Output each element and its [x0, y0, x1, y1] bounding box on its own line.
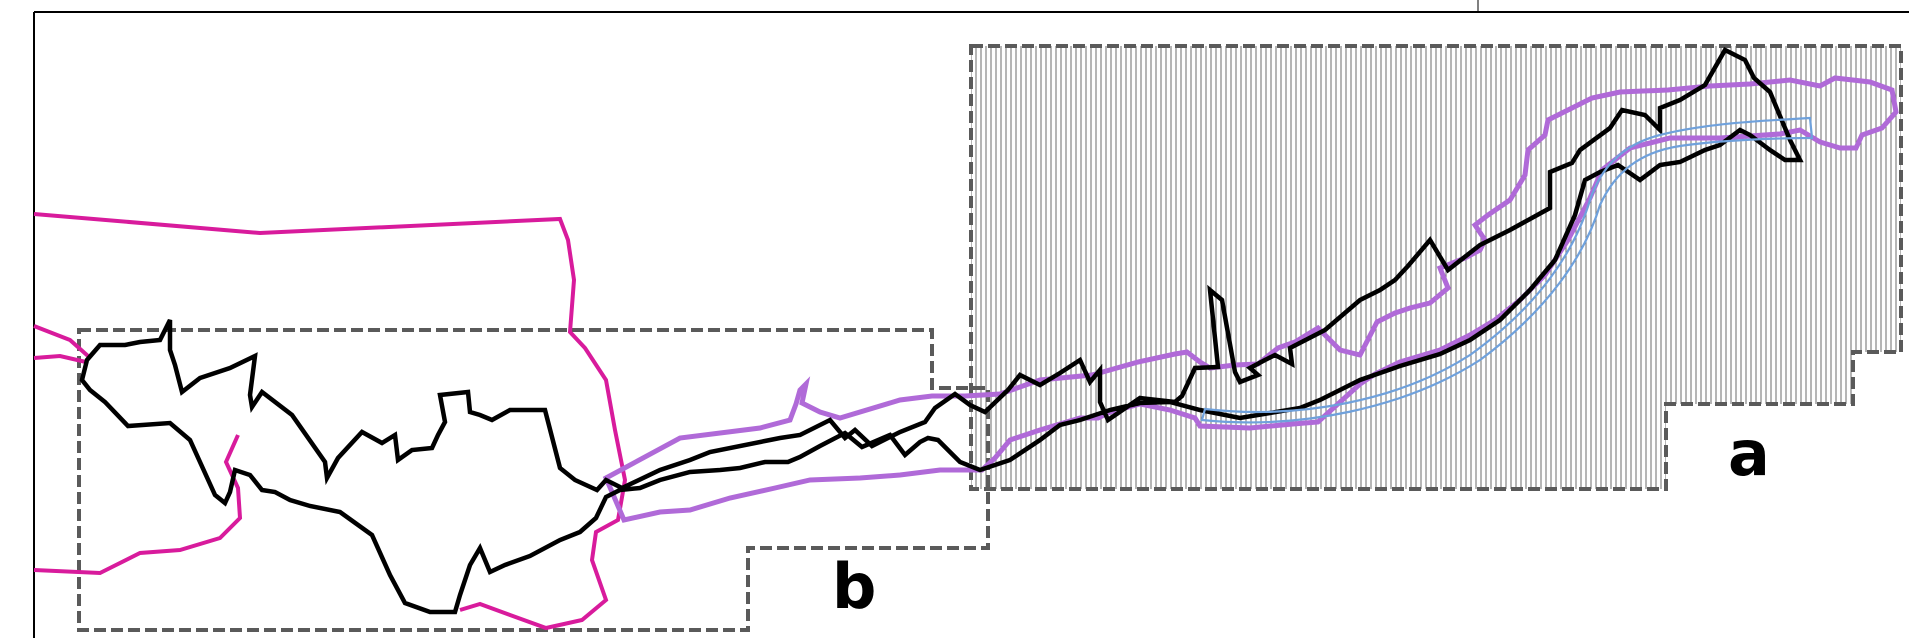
zone-a-label: a	[1728, 417, 1770, 490]
map-frame	[33, 0, 1909, 638]
zone-b-label: b	[832, 550, 876, 623]
magenta-boundary	[33, 212, 628, 631]
blue-channel	[1200, 116, 1814, 424]
zone-a-hatched-area	[969, 44, 1903, 491]
zone-b-outline	[77, 328, 990, 632]
black-corridor-boundary	[79, 47, 1804, 615]
